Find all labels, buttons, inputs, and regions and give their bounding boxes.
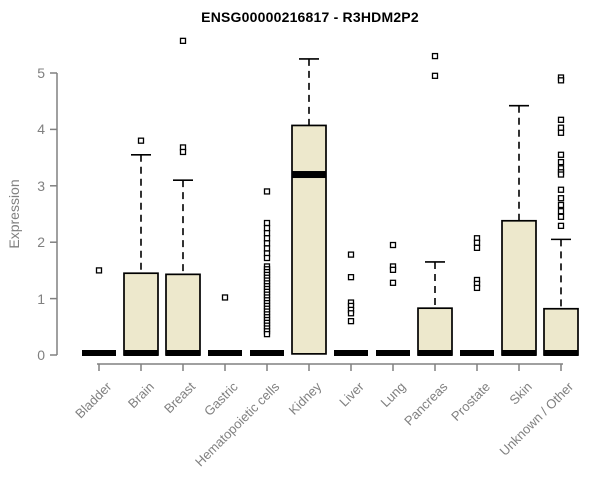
box-group-brain: [123, 137, 159, 356]
outlier-point: [557, 201, 565, 209]
outlier-point: [263, 235, 271, 242]
outlier-point: [263, 330, 271, 338]
outlier-point: [137, 137, 145, 144]
outlier-point: [263, 224, 271, 232]
outlier-point: [347, 310, 355, 317]
outlier-point: [557, 195, 565, 202]
median-line: [166, 350, 200, 356]
outlier-point: [179, 148, 187, 156]
median-line: [418, 350, 452, 356]
outlier-point: [431, 52, 439, 60]
outlier-point: [473, 244, 481, 251]
box: [417, 307, 453, 356]
box: [123, 272, 159, 356]
y-tick-label: 0: [37, 347, 45, 363]
y-tick-label: 1: [37, 290, 45, 307]
y-axis: [50, 72, 58, 356]
median-line: [544, 350, 578, 356]
box-group-breast: [165, 37, 201, 356]
y-tick-label: 3: [37, 177, 45, 194]
outlier-point: [347, 274, 355, 281]
collapsed-box: [82, 350, 116, 356]
outlier-point: [263, 230, 271, 237]
box-group-unknown-other: [543, 74, 579, 356]
box-group-lung: [376, 241, 410, 356]
outlier-point: [557, 129, 565, 136]
outlier-point: [557, 158, 565, 166]
box-group-skin: [501, 104, 537, 356]
collapsed-box: [376, 350, 410, 356]
outlier-point: [473, 284, 481, 292]
y-tick-label: 2: [37, 234, 45, 251]
outlier-point: [557, 186, 565, 193]
outlier-point: [389, 241, 397, 249]
outlier-point: [557, 208, 565, 215]
box-group-liver: [334, 251, 368, 356]
median-line: [292, 171, 326, 179]
box-group-bladder: [82, 267, 116, 356]
box-group-hematopoietic-cells: [250, 188, 284, 356]
outlier-point: [473, 239, 481, 246]
box: [543, 307, 579, 356]
collapsed-box: [250, 350, 284, 356]
box-group-kidney: [291, 58, 327, 355]
box: [165, 273, 201, 356]
outlier-point: [389, 266, 397, 273]
box: [291, 124, 327, 355]
outlier-point: [557, 77, 565, 84]
outlier-point: [263, 254, 271, 262]
outlier-point: [557, 116, 565, 123]
outlier-point: [389, 279, 397, 286]
outlier-point: [221, 294, 229, 301]
outlier-point: [263, 245, 271, 252]
collapsed-box: [208, 350, 242, 356]
outlier-point: [95, 267, 103, 274]
outlier-point: [263, 240, 271, 247]
collapsed-box: [334, 350, 368, 356]
outlier-point: [557, 171, 565, 178]
x-axis: [97, 363, 563, 371]
outlier-point: [263, 219, 271, 227]
outlier-point: [263, 188, 271, 195]
outlier-point: [431, 72, 439, 79]
outlier-point: [347, 251, 355, 258]
box: [501, 219, 537, 356]
y-tick-label: 5: [37, 65, 45, 81]
y-tick-label: 4: [37, 121, 45, 138]
outlier-point: [557, 124, 565, 131]
outlier-point: [347, 318, 355, 325]
median-line: [502, 350, 536, 356]
chart-title: ENSG00000216817 - R3HDM2P2: [201, 9, 419, 25]
collapsed-box: [460, 350, 494, 356]
box-group-pancreas: [417, 52, 453, 356]
box-group-gastric: [208, 294, 242, 356]
outlier-point: [557, 151, 565, 158]
outlier-point: [179, 37, 187, 45]
outlier-point: [557, 213, 565, 220]
box-group-prostate: [460, 235, 494, 356]
median-line: [124, 350, 158, 356]
outlier-point: [557, 222, 565, 229]
